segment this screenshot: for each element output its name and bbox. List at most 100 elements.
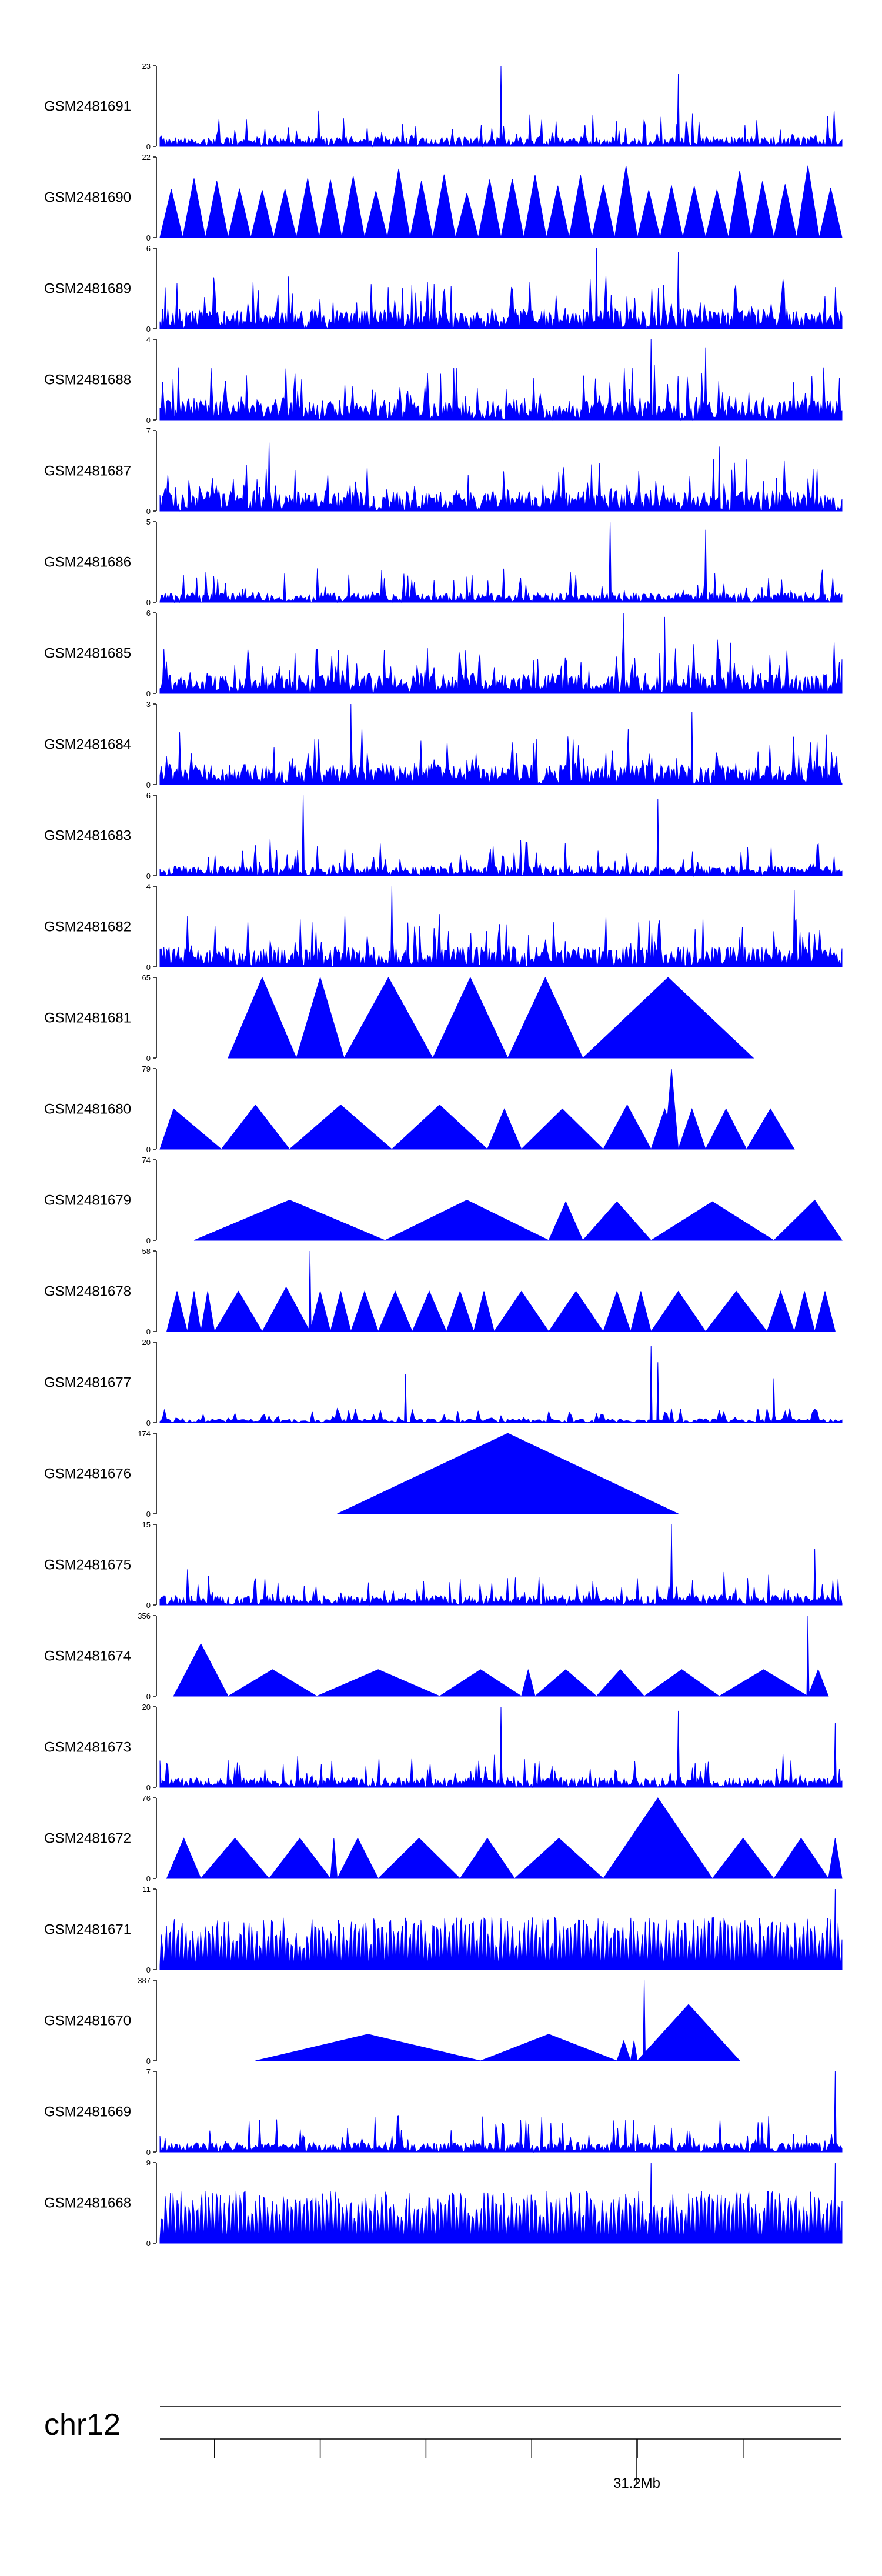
track-label: GSM2481676 [44, 1466, 131, 1482]
signal-peak [690, 712, 694, 785]
position-label: 31.2Mb [613, 2475, 660, 2491]
signal-block [596, 1669, 645, 1697]
signal-block [473, 1291, 495, 1332]
y-min-label: 0 [146, 2148, 151, 2157]
signal-block [432, 976, 509, 1059]
signal-block [711, 1837, 775, 1879]
signal-block [487, 1108, 522, 1150]
signal-block [220, 1104, 290, 1150]
signal-peak [349, 703, 353, 785]
y-min-label: 0 [146, 233, 151, 242]
signal-block [616, 2040, 632, 2061]
track-GSM2481686: GSM2481686 5 0 [44, 518, 843, 607]
track-GSM2481683: GSM2481683 6 0 [44, 791, 843, 880]
track-GSM2481672: GSM2481672 76 0 [44, 1794, 843, 1883]
y-min-label: 0 [146, 689, 151, 698]
y-max-label: 79 [142, 1065, 151, 1073]
signal-block [227, 1669, 318, 1697]
signal-block [650, 1201, 775, 1241]
signal-block [166, 1837, 202, 1879]
signal-block [534, 1669, 597, 1697]
signal-block [766, 1290, 795, 1332]
signal-peak [656, 799, 660, 876]
signal-area [159, 275, 843, 330]
signal-block [643, 1669, 720, 1697]
signal-block [636, 2004, 741, 2061]
signal-peak [677, 74, 680, 147]
track-GSM2481673: GSM2481673 20 0 [44, 1703, 843, 1792]
signal-block [350, 1290, 379, 1332]
signal-peak [813, 1549, 817, 1606]
track-GSM2481668: GSM2481668 9 0 [44, 2158, 843, 2248]
y-max-label: 9 [146, 2158, 151, 2167]
signal-peak [663, 616, 666, 694]
track-GSM2481687: GSM2481687 7 0 [44, 426, 843, 516]
signal-block [794, 1291, 816, 1332]
track-label: GSM2481680 [44, 1102, 131, 1117]
signal-block [201, 1291, 215, 1332]
track-label: GSM2481690 [44, 190, 131, 206]
y-min-label: 0 [146, 2057, 151, 2066]
signal-peak [833, 1723, 837, 1788]
signal-peak [594, 248, 598, 329]
signal-block [507, 976, 583, 1059]
track-GSM2481678: GSM2481678 58 0 [44, 1247, 836, 1336]
signal-peak [643, 1980, 646, 2061]
track-label: GSM2481672 [44, 1831, 131, 1847]
signal-peak [302, 795, 305, 876]
signal-peak [649, 339, 653, 421]
signal-block [200, 1837, 270, 1879]
signal-block [412, 1290, 447, 1332]
track-label: GSM2481682 [44, 919, 131, 935]
signal-peak [772, 1378, 776, 1423]
track-label: GSM2481681 [44, 1010, 131, 1026]
y-max-label: 11 [143, 1885, 151, 1894]
y-max-label: 58 [142, 1247, 151, 1256]
signal-area [159, 459, 843, 512]
y-min-label: 0 [146, 872, 151, 880]
chromosome-label: chr12 [44, 2408, 121, 2442]
track-label: GSM2481670 [44, 2013, 131, 2029]
signal-block [296, 976, 345, 1059]
signal-area [159, 568, 843, 603]
signal-block [438, 1669, 523, 1697]
y-min-label: 0 [146, 780, 151, 789]
signal-block [377, 1290, 413, 1332]
signal-block [807, 1669, 829, 1697]
signal-block [228, 976, 297, 1059]
track-GSM2481691: GSM2481691 23 0 [44, 62, 843, 151]
signal-block [603, 1797, 713, 1879]
signal-area [159, 2115, 843, 2153]
y-max-label: 76 [142, 1794, 151, 1803]
signal-peak [499, 65, 503, 147]
signal-block [582, 1201, 652, 1241]
track-GSM2481675: GSM2481675 15 0 [44, 1520, 843, 1610]
track-label: GSM2481691 [44, 99, 131, 115]
signal-peak [649, 1346, 653, 1423]
signal-peak [308, 1250, 312, 1332]
genome-axis-ticks [214, 2439, 744, 2458]
signal-block [391, 1104, 489, 1150]
signal-block [630, 1291, 652, 1332]
y-max-label: 174 [138, 1429, 151, 1438]
signal-block [582, 977, 754, 1059]
track-label: GSM2481688 [44, 372, 131, 388]
y-min-label: 0 [146, 1327, 151, 1336]
y-max-label: 7 [146, 426, 151, 435]
signal-peak [656, 1362, 660, 1423]
track-GSM2481688: GSM2481688 4 0 [44, 335, 843, 425]
signal-peak [833, 2162, 837, 2244]
signal-block [316, 1669, 440, 1697]
y-min-label: 0 [146, 963, 151, 972]
y-max-label: 20 [142, 1338, 151, 1347]
signal-block [493, 1290, 550, 1332]
track-GSM2481679: GSM2481679 74 0 [44, 1156, 843, 1245]
signal-area [159, 2190, 843, 2244]
y-max-label: 356 [138, 1611, 151, 1620]
signal-block [521, 1669, 536, 1697]
signal-tracks: GSM2481691230GSM2481690220GSM248168960GS… [44, 62, 843, 2248]
y-min-label: 0 [146, 1236, 151, 1245]
signal-peak [806, 1615, 810, 1697]
track-GSM2481676: GSM2481676 174 0 [44, 1429, 679, 1519]
